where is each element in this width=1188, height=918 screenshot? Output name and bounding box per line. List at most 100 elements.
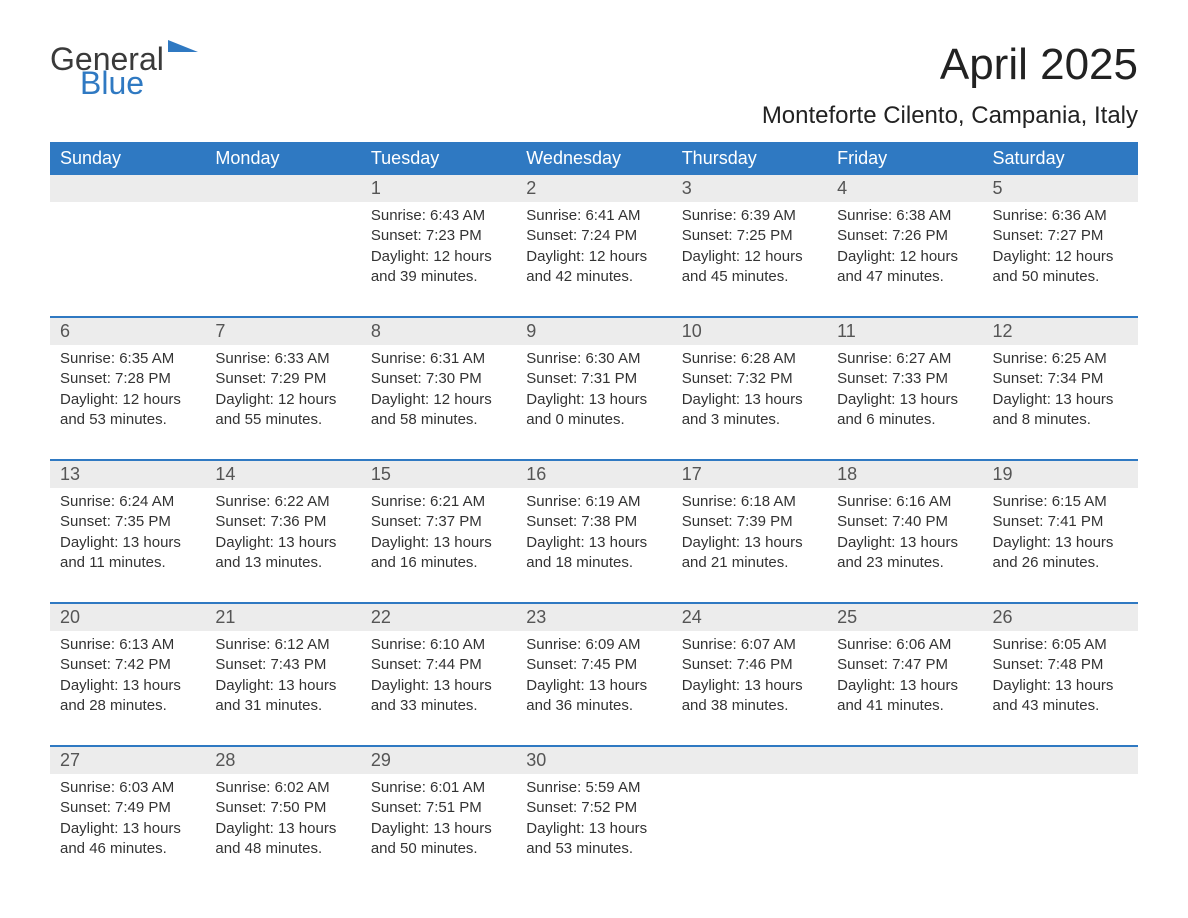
sunset-text: Sunset: 7:36 PM xyxy=(215,512,350,532)
sunset-text: Sunset: 7:32 PM xyxy=(682,369,817,389)
dow-header-cell: Sunday xyxy=(50,142,205,175)
day-number-cell: 3 xyxy=(672,175,827,202)
day-number-cell: 7 xyxy=(205,318,360,345)
sunrise-text: Sunrise: 6:10 AM xyxy=(371,635,506,655)
daylight-text: Daylight: 12 hours and 39 minutes. xyxy=(371,247,506,288)
title-block: April 2025 Monteforte Cilento, Campania,… xyxy=(762,40,1138,130)
sunrise-text: Sunrise: 6:21 AM xyxy=(371,492,506,512)
daylight-text: Daylight: 13 hours and 8 minutes. xyxy=(993,390,1128,431)
sunset-text: Sunset: 7:52 PM xyxy=(526,798,661,818)
week-block: 12345Sunrise: 6:43 AMSunset: 7:23 PMDayl… xyxy=(50,175,1138,302)
day-number-cell: 11 xyxy=(827,318,982,345)
sunrise-text: Sunrise: 6:33 AM xyxy=(215,349,350,369)
day-number-cell: 15 xyxy=(361,461,516,488)
daylight-text: Daylight: 13 hours and 26 minutes. xyxy=(993,533,1128,574)
day-data-cell: Sunrise: 6:41 AMSunset: 7:24 PMDaylight:… xyxy=(516,202,671,302)
brand-logo: General Blue xyxy=(50,40,198,99)
sunrise-text: Sunrise: 6:41 AM xyxy=(526,206,661,226)
sunrise-text: Sunrise: 6:30 AM xyxy=(526,349,661,369)
day-number-cell: 28 xyxy=(205,747,360,774)
sunrise-text: Sunrise: 6:06 AM xyxy=(837,635,972,655)
day-number-cell: 30 xyxy=(516,747,671,774)
day-data-cell: Sunrise: 6:03 AMSunset: 7:49 PMDaylight:… xyxy=(50,774,205,874)
daylight-text: Daylight: 13 hours and 28 minutes. xyxy=(60,676,195,717)
sunrise-text: Sunrise: 6:39 AM xyxy=(682,206,817,226)
week-block: 20212223242526Sunrise: 6:13 AMSunset: 7:… xyxy=(50,602,1138,731)
sunset-text: Sunset: 7:24 PM xyxy=(526,226,661,246)
month-title: April 2025 xyxy=(762,40,1138,90)
weeks-container: 12345Sunrise: 6:43 AMSunset: 7:23 PMDayl… xyxy=(50,175,1138,874)
sunrise-text: Sunrise: 6:22 AM xyxy=(215,492,350,512)
sunrise-text: Sunrise: 5:59 AM xyxy=(526,778,661,798)
daylight-text: Daylight: 12 hours and 55 minutes. xyxy=(215,390,350,431)
day-data-cell: Sunrise: 6:10 AMSunset: 7:44 PMDaylight:… xyxy=(361,631,516,731)
daylight-text: Daylight: 12 hours and 58 minutes. xyxy=(371,390,506,431)
day-number-cell: 29 xyxy=(361,747,516,774)
sunrise-text: Sunrise: 6:31 AM xyxy=(371,349,506,369)
day-number-cell: 12 xyxy=(983,318,1138,345)
day-number-cell: 13 xyxy=(50,461,205,488)
sunset-text: Sunset: 7:51 PM xyxy=(371,798,506,818)
day-data-cell: Sunrise: 6:27 AMSunset: 7:33 PMDaylight:… xyxy=(827,345,982,445)
sunset-text: Sunset: 7:33 PM xyxy=(837,369,972,389)
calendar-table: SundayMondayTuesdayWednesdayThursdayFrid… xyxy=(50,142,1138,874)
day-data-cell: Sunrise: 6:25 AMSunset: 7:34 PMDaylight:… xyxy=(983,345,1138,445)
day-number-row: 12345 xyxy=(50,175,1138,202)
location-label: Monteforte Cilento, Campania, Italy xyxy=(762,102,1138,130)
daylight-text: Daylight: 13 hours and 33 minutes. xyxy=(371,676,506,717)
sunset-text: Sunset: 7:45 PM xyxy=(526,655,661,675)
daylight-text: Daylight: 13 hours and 6 minutes. xyxy=(837,390,972,431)
dow-header-cell: Saturday xyxy=(983,142,1138,175)
day-data-cell xyxy=(983,774,1138,874)
day-data-cell: Sunrise: 6:39 AMSunset: 7:25 PMDaylight:… xyxy=(672,202,827,302)
day-data-cell: Sunrise: 6:21 AMSunset: 7:37 PMDaylight:… xyxy=(361,488,516,588)
day-data-row: Sunrise: 6:24 AMSunset: 7:35 PMDaylight:… xyxy=(50,488,1138,588)
sunset-text: Sunset: 7:28 PM xyxy=(60,369,195,389)
day-data-row: Sunrise: 6:43 AMSunset: 7:23 PMDaylight:… xyxy=(50,202,1138,302)
day-number-cell xyxy=(205,175,360,202)
sunrise-text: Sunrise: 6:02 AM xyxy=(215,778,350,798)
daylight-text: Daylight: 12 hours and 53 minutes. xyxy=(60,390,195,431)
day-number-cell: 4 xyxy=(827,175,982,202)
day-data-cell: Sunrise: 6:35 AMSunset: 7:28 PMDaylight:… xyxy=(50,345,205,445)
daylight-text: Daylight: 13 hours and 31 minutes. xyxy=(215,676,350,717)
sunrise-text: Sunrise: 6:03 AM xyxy=(60,778,195,798)
sunset-text: Sunset: 7:29 PM xyxy=(215,369,350,389)
sunset-text: Sunset: 7:39 PM xyxy=(682,512,817,532)
day-number-cell: 22 xyxy=(361,604,516,631)
dow-header-cell: Wednesday xyxy=(516,142,671,175)
daylight-text: Daylight: 13 hours and 53 minutes. xyxy=(526,819,661,860)
day-data-cell: Sunrise: 6:15 AMSunset: 7:41 PMDaylight:… xyxy=(983,488,1138,588)
day-number-row: 6789101112 xyxy=(50,318,1138,345)
week-block: 13141516171819Sunrise: 6:24 AMSunset: 7:… xyxy=(50,459,1138,588)
day-number-row: 20212223242526 xyxy=(50,604,1138,631)
sunrise-text: Sunrise: 6:07 AM xyxy=(682,635,817,655)
daylight-text: Daylight: 13 hours and 50 minutes. xyxy=(371,819,506,860)
day-data-cell: Sunrise: 6:13 AMSunset: 7:42 PMDaylight:… xyxy=(50,631,205,731)
sunrise-text: Sunrise: 6:13 AM xyxy=(60,635,195,655)
daylight-text: Daylight: 13 hours and 23 minutes. xyxy=(837,533,972,574)
sunset-text: Sunset: 7:30 PM xyxy=(371,369,506,389)
sunrise-text: Sunrise: 6:19 AM xyxy=(526,492,661,512)
day-number-cell: 19 xyxy=(983,461,1138,488)
sunset-text: Sunset: 7:23 PM xyxy=(371,226,506,246)
logo-triangle-icon xyxy=(168,40,198,52)
daylight-text: Daylight: 12 hours and 47 minutes. xyxy=(837,247,972,288)
day-number-cell: 14 xyxy=(205,461,360,488)
sunset-text: Sunset: 7:40 PM xyxy=(837,512,972,532)
dow-header-cell: Friday xyxy=(827,142,982,175)
sunrise-text: Sunrise: 6:16 AM xyxy=(837,492,972,512)
sunset-text: Sunset: 7:25 PM xyxy=(682,226,817,246)
week-block: 27282930Sunrise: 6:03 AMSunset: 7:49 PMD… xyxy=(50,745,1138,874)
sunset-text: Sunset: 7:41 PM xyxy=(993,512,1128,532)
sunrise-text: Sunrise: 6:27 AM xyxy=(837,349,972,369)
day-data-cell: Sunrise: 6:36 AMSunset: 7:27 PMDaylight:… xyxy=(983,202,1138,302)
day-data-cell: Sunrise: 6:28 AMSunset: 7:32 PMDaylight:… xyxy=(672,345,827,445)
day-data-cell: Sunrise: 6:06 AMSunset: 7:47 PMDaylight:… xyxy=(827,631,982,731)
sunset-text: Sunset: 7:49 PM xyxy=(60,798,195,818)
day-data-cell: Sunrise: 6:07 AMSunset: 7:46 PMDaylight:… xyxy=(672,631,827,731)
day-number-cell: 16 xyxy=(516,461,671,488)
sunrise-text: Sunrise: 6:35 AM xyxy=(60,349,195,369)
day-number-cell: 24 xyxy=(672,604,827,631)
sunrise-text: Sunrise: 6:15 AM xyxy=(993,492,1128,512)
